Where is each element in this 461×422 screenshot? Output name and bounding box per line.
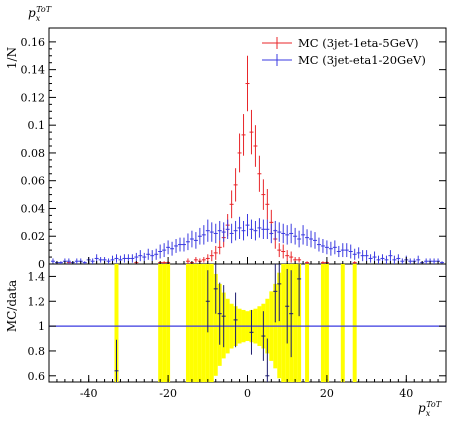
main-y-axis-title: 1/N <box>5 47 19 69</box>
ratio-band-bin <box>213 273 218 376</box>
main-y-tick-label: 0.04 <box>21 202 46 215</box>
main-y-tick-label: 0 <box>38 258 45 271</box>
ratio-y-tick-label: 0.6 <box>28 370 46 383</box>
main-y-tick-label: 0.08 <box>21 147 46 160</box>
ratio-band-bin <box>293 264 298 382</box>
ratio-band-bin <box>185 264 190 382</box>
ratio-band-bin <box>114 264 119 382</box>
ratio-band-bin <box>189 264 194 382</box>
ratio-band-bin <box>162 264 167 382</box>
main-y-tick-label: 0.1 <box>28 119 46 132</box>
legend-label-blue: MC (3jet-eta1-20GeV) <box>298 53 426 67</box>
ratio-y-tick-label: 1.4 <box>28 270 46 283</box>
main-y-tick-label: 0.02 <box>21 230 46 243</box>
legend-label-red: MC (3jet-1eta-5GeV) <box>298 36 419 50</box>
x-tick-label: -20 <box>159 387 177 400</box>
ratio-band-bin <box>209 264 214 382</box>
ratio-band-bin <box>201 264 206 382</box>
ratio-y-axis-title: MC/data <box>5 280 19 332</box>
x-tick-label: 0 <box>244 387 251 400</box>
ratio-band-bin <box>320 264 325 382</box>
legend-entry-red: MC (3jet-1eta-5GeV) <box>262 36 419 50</box>
ratio-band-bin <box>281 264 286 382</box>
main-series-group <box>50 55 445 264</box>
ratio-band-bin <box>158 264 163 382</box>
ratio-y-tick-label: 1 <box>38 320 45 333</box>
main-y-tick-label: 0.16 <box>21 36 46 49</box>
x-tick-label: -40 <box>80 387 98 400</box>
main-y-axis: 0 0.02 0.04 0.06 0.08 0.1 0.12 0.14 0.16 <box>21 36 446 271</box>
ratio-band-bin <box>166 264 171 382</box>
legend: MC (3jet-1eta-5GeV) MC (3jet-eta1-20GeV) <box>262 36 426 67</box>
ratio-band-bin <box>340 264 345 382</box>
ratio-band-bin <box>324 264 329 382</box>
ratio-y-axis: 0.6 0.8 1 1.2 1.4 <box>28 270 446 383</box>
ratio-band-bin <box>193 264 198 382</box>
main-y-tick-label: 0.06 <box>21 175 46 188</box>
ratio-y-tick-label: 1.2 <box>28 295 46 308</box>
main-y-tick-label: 0.14 <box>21 64 46 77</box>
x-tick-label: 40 <box>399 387 413 400</box>
ratio-y-tick-label: 0.8 <box>28 345 46 358</box>
x-tick-label: 20 <box>320 387 334 400</box>
main-y-tick-label: 0.12 <box>21 91 46 104</box>
series-red <box>66 55 357 264</box>
ratio-band-bin <box>297 264 302 382</box>
ratio-band-bin <box>352 264 357 382</box>
ratio-band-bin <box>305 264 310 382</box>
x-axis-title: pxToT <box>418 400 442 418</box>
corner-label: pxToT <box>28 5 52 23</box>
ratio-band-bin <box>197 264 202 382</box>
series-blue <box>50 214 445 264</box>
ratio-points <box>114 264 302 382</box>
ratio-band-bin <box>277 272 282 379</box>
legend-entry-blue: MC (3jet-eta1-20GeV) <box>262 53 426 67</box>
x-axis: -40 -20 0 20 40 <box>48 257 447 400</box>
